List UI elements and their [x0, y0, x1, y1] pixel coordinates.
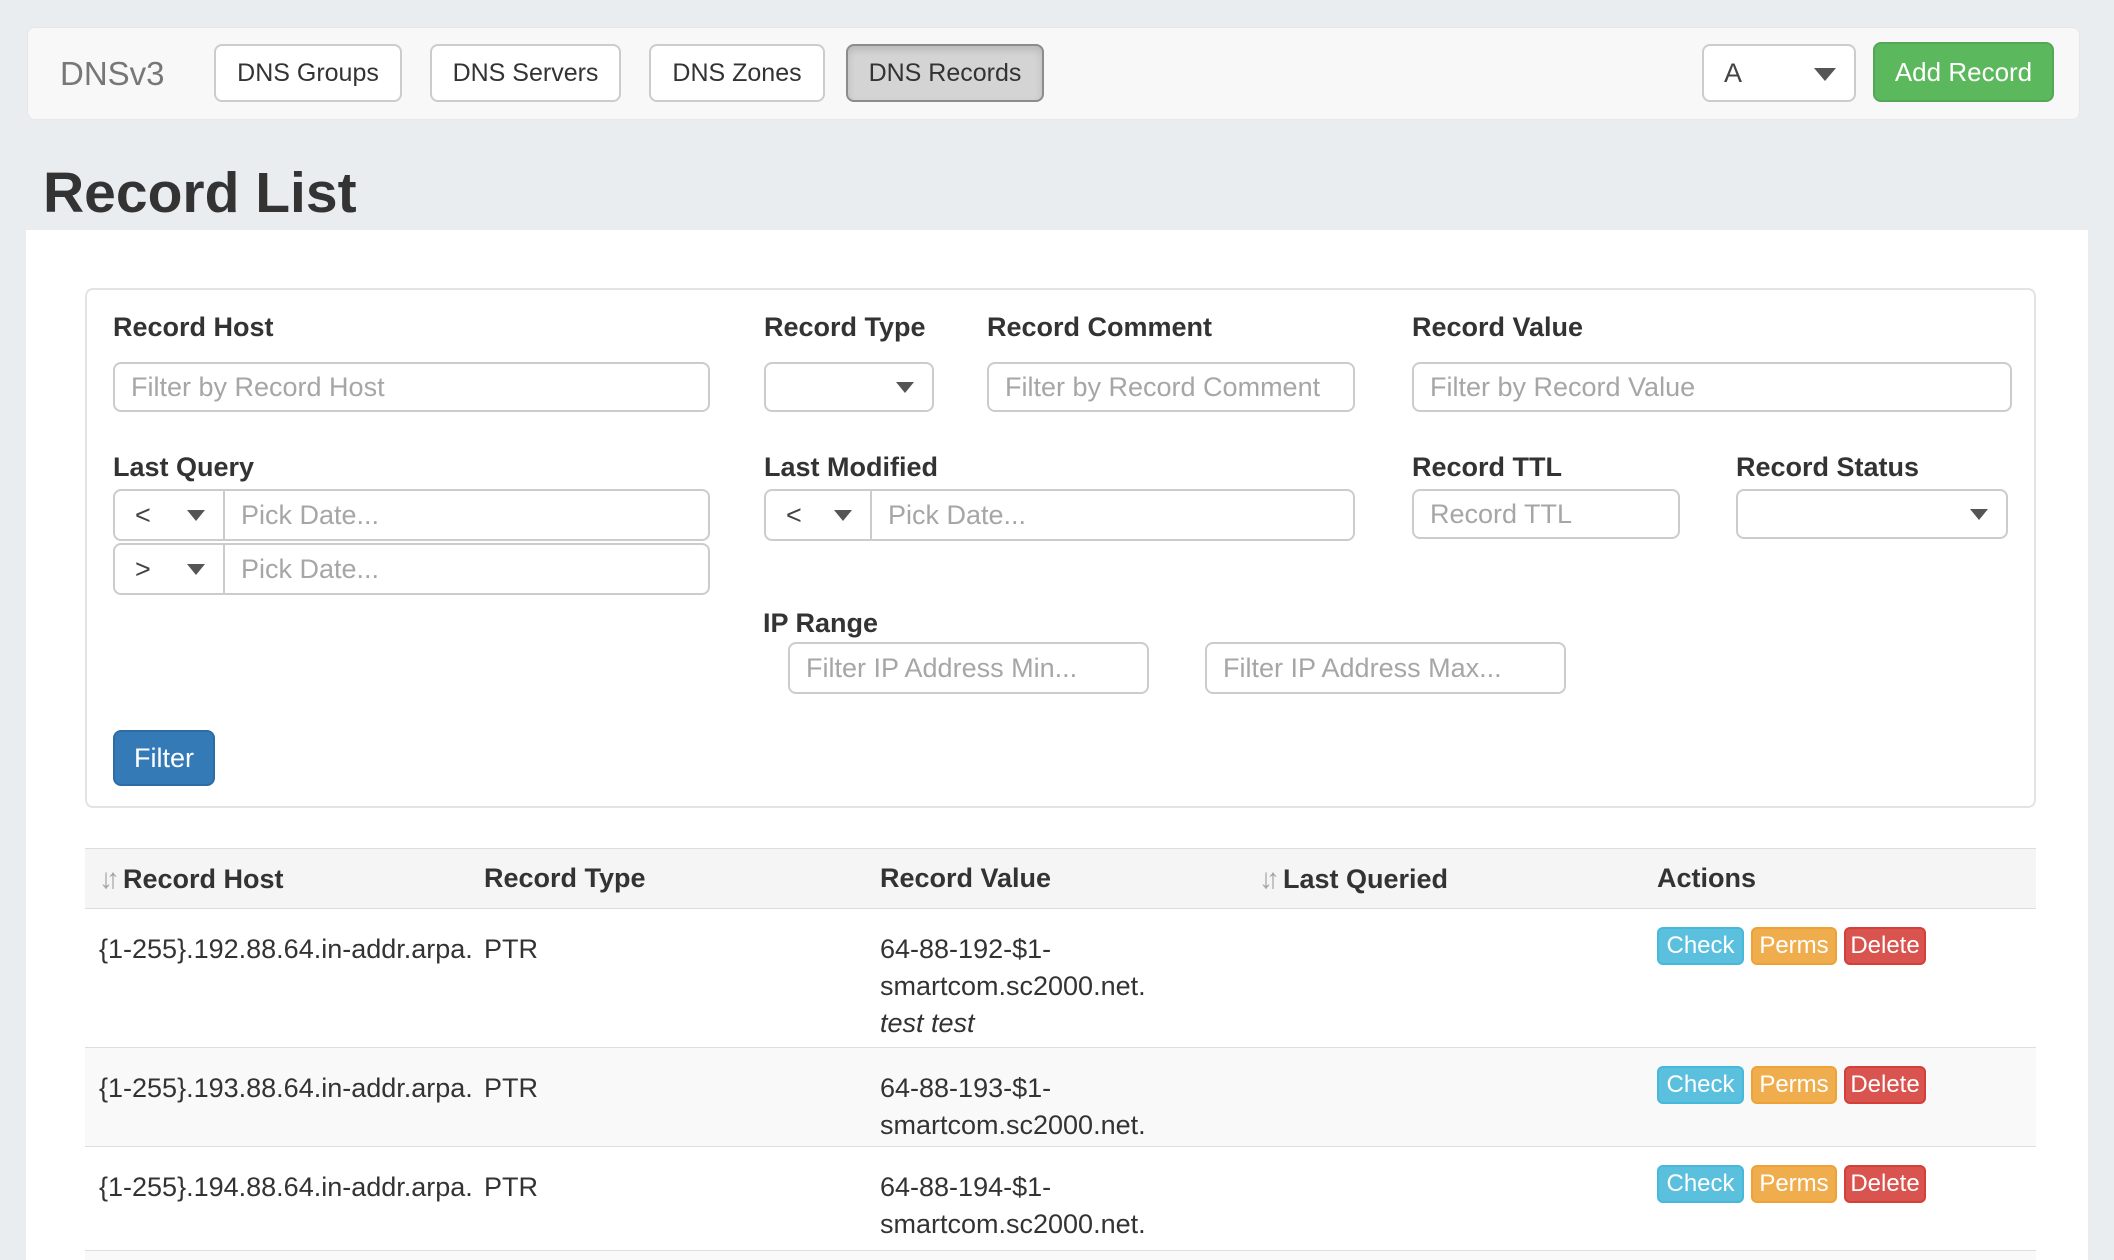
last-modified-label: Last Modified [764, 452, 938, 482]
record-host-input[interactable] [113, 362, 710, 412]
last-query-gt-operator-value: > [135, 553, 151, 584]
ip-range-max-input[interactable] [1205, 642, 1566, 694]
column-header-record-type: Record Type [484, 863, 646, 893]
last-query-lt-date-input[interactable] [223, 489, 710, 541]
check-button[interactable]: Check [1657, 1066, 1744, 1104]
record-comment-input[interactable] [987, 362, 1355, 412]
cell-actions: Check Perms Delete [1657, 1165, 1933, 1203]
column-header-record-value: Record Value [880, 863, 1052, 893]
cell-record-type: PTR [484, 1172, 538, 1202]
record-value-input[interactable] [1412, 362, 2012, 412]
table-row: {1-255}.194.88.64.in-addr.arpa. PTR 64-8… [85, 1147, 2036, 1251]
record-value-text: 64-88-192-$1-smartcom.sc2000.net. [880, 934, 1146, 1001]
column-header-label: Last Queried [1283, 864, 1449, 894]
nav-button-dns-groups[interactable]: DNS Groups [214, 44, 402, 102]
perms-button[interactable]: Perms [1751, 927, 1837, 965]
brand-logo[interactable]: DNSv3 [60, 54, 165, 92]
last-query-label: Last Query [113, 452, 255, 482]
column-header-last-queried[interactable]: ↓↑ Last Queried [1259, 863, 1448, 895]
sort-icon[interactable]: ↓↑ [1259, 863, 1280, 894]
ip-range-min-input[interactable] [788, 642, 1149, 694]
chevron-down-icon [1970, 509, 1988, 520]
column-header-record-host[interactable]: ↓↑ Record Host [99, 863, 284, 895]
table-row-partial [85, 1251, 2036, 1260]
table-row: {1-255}.192.88.64.in-addr.arpa. PTR 64-8… [85, 909, 2036, 1048]
sort-icon[interactable]: ↓↑ [99, 863, 120, 894]
cell-record-type: PTR [484, 1073, 538, 1103]
record-value-text: 64-88-194-$1-smartcom.sc2000.net. [880, 1172, 1146, 1239]
cell-record-host: {1-255}.193.88.64.in-addr.arpa. [99, 1073, 473, 1103]
add-record-button[interactable]: Add Record [1873, 42, 2054, 102]
perms-button[interactable]: Perms [1751, 1066, 1837, 1104]
record-status-select[interactable] [1736, 489, 2008, 539]
nav-button-dns-zones[interactable]: DNS Zones [649, 44, 825, 102]
last-query-gt-operator-select[interactable]: > [113, 543, 225, 595]
filter-submit-button[interactable]: Filter [113, 730, 215, 786]
check-button[interactable]: Check [1657, 927, 1744, 965]
record-status-label: Record Status [1736, 452, 1920, 482]
cell-actions: Check Perms Delete [1657, 927, 1933, 965]
records-table: ↓↑ Record Host Record Type Record Value ↓… [85, 848, 2036, 1260]
record-comment-label: Record Comment [987, 312, 1213, 342]
last-query-gt-date-input[interactable] [223, 543, 710, 595]
last-query-lt-operator-value: < [135, 499, 151, 530]
cell-record-value: 64-88-192-$1-smartcom.sc2000.net. test t… [880, 931, 1192, 1042]
delete-button[interactable]: Delete [1844, 927, 1926, 965]
perms-button[interactable]: Perms [1751, 1165, 1837, 1203]
cell-record-type: PTR [484, 934, 538, 964]
filter-panel: Record Host Record Type Record Comment R… [85, 288, 2036, 808]
record-comment-text: test test [880, 1008, 975, 1038]
chevron-down-icon [1814, 68, 1836, 81]
cell-record-host: {1-255}.192.88.64.in-addr.arpa. [99, 934, 473, 964]
cell-record-value: 64-88-193-$1-smartcom.sc2000.net. [880, 1070, 1192, 1144]
ip-range-label: IP Range [763, 608, 879, 638]
page-title: Record List [43, 161, 357, 225]
last-modified-operator-value: < [786, 499, 802, 530]
column-header-actions: Actions [1657, 863, 1757, 893]
chevron-down-icon [187, 510, 205, 521]
delete-button[interactable]: Delete [1844, 1066, 1926, 1104]
nav-button-dns-servers[interactable]: DNS Servers [430, 44, 621, 102]
record-ttl-input[interactable] [1412, 489, 1680, 539]
record-value-label: Record Value [1412, 312, 1584, 342]
record-type-add-select[interactable]: A [1702, 44, 1856, 102]
delete-button[interactable]: Delete [1844, 1165, 1926, 1203]
chevron-down-icon [187, 564, 205, 575]
column-header-label: Record Host [123, 864, 284, 894]
check-button[interactable]: Check [1657, 1165, 1744, 1203]
chevron-down-icon [834, 510, 852, 521]
chevron-down-icon [896, 382, 914, 393]
record-type-label: Record Type [764, 312, 926, 342]
table-header-row: ↓↑ Record Host Record Type Record Value ↓… [85, 848, 2036, 909]
table-row: {1-255}.193.88.64.in-addr.arpa. PTR 64-8… [85, 1048, 2036, 1147]
record-type-add-select-value: A [1724, 57, 1743, 88]
last-query-lt-operator-select[interactable]: < [113, 489, 225, 541]
nav-button-dns-records[interactable]: DNS Records [846, 44, 1044, 102]
record-type-filter-select[interactable] [764, 362, 934, 412]
cell-record-value: 64-88-194-$1-smartcom.sc2000.net. [880, 1169, 1192, 1243]
cell-record-host: {1-255}.194.88.64.in-addr.arpa. [99, 1172, 473, 1202]
cell-actions: Check Perms Delete [1657, 1066, 1933, 1104]
last-modified-operator-select[interactable]: < [764, 489, 872, 541]
record-host-label: Record Host [113, 312, 274, 342]
last-modified-date-input[interactable] [870, 489, 1355, 541]
record-ttl-label: Record TTL [1412, 452, 1563, 482]
navbar: DNSv3 DNS Groups DNS Servers DNS Zones D… [27, 27, 2080, 120]
record-value-text: 64-88-193-$1-smartcom.sc2000.net. [880, 1073, 1146, 1140]
